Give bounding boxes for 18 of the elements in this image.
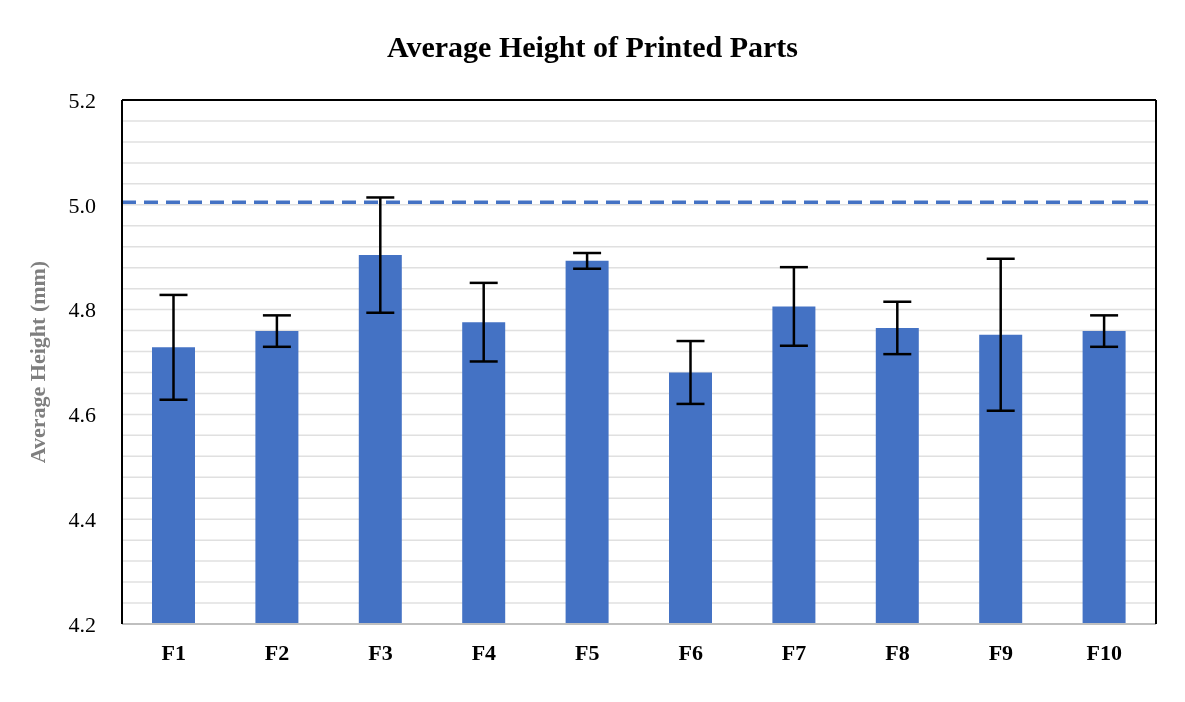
x-tick-label: F9 [988, 639, 1014, 665]
x-tick-label: F4 [471, 639, 497, 665]
x-tick-label: F2 [264, 639, 290, 665]
x-tick-label: F5 [575, 639, 600, 665]
y-tick-label: 4.6 [68, 402, 96, 428]
x-tick-label: F1 [161, 639, 186, 665]
y-tick-label: 5.2 [68, 87, 96, 113]
y-tick-label: 4.4 [68, 507, 96, 533]
y-tick-label: 4.2 [68, 611, 96, 637]
y-axis-title: Average Height (mm) [24, 260, 50, 464]
y-tick-label: 4.8 [68, 297, 96, 323]
y-tick-label: 5.0 [68, 192, 96, 218]
x-tick-label: F10 [1086, 639, 1123, 665]
x-tick-label: F7 [781, 639, 807, 665]
x-tick-label: F8 [885, 639, 910, 665]
chart-title: Average Height of Printed Parts [386, 29, 799, 65]
x-tick-label: F3 [368, 639, 393, 665]
x-tick-label: F6 [678, 639, 703, 665]
